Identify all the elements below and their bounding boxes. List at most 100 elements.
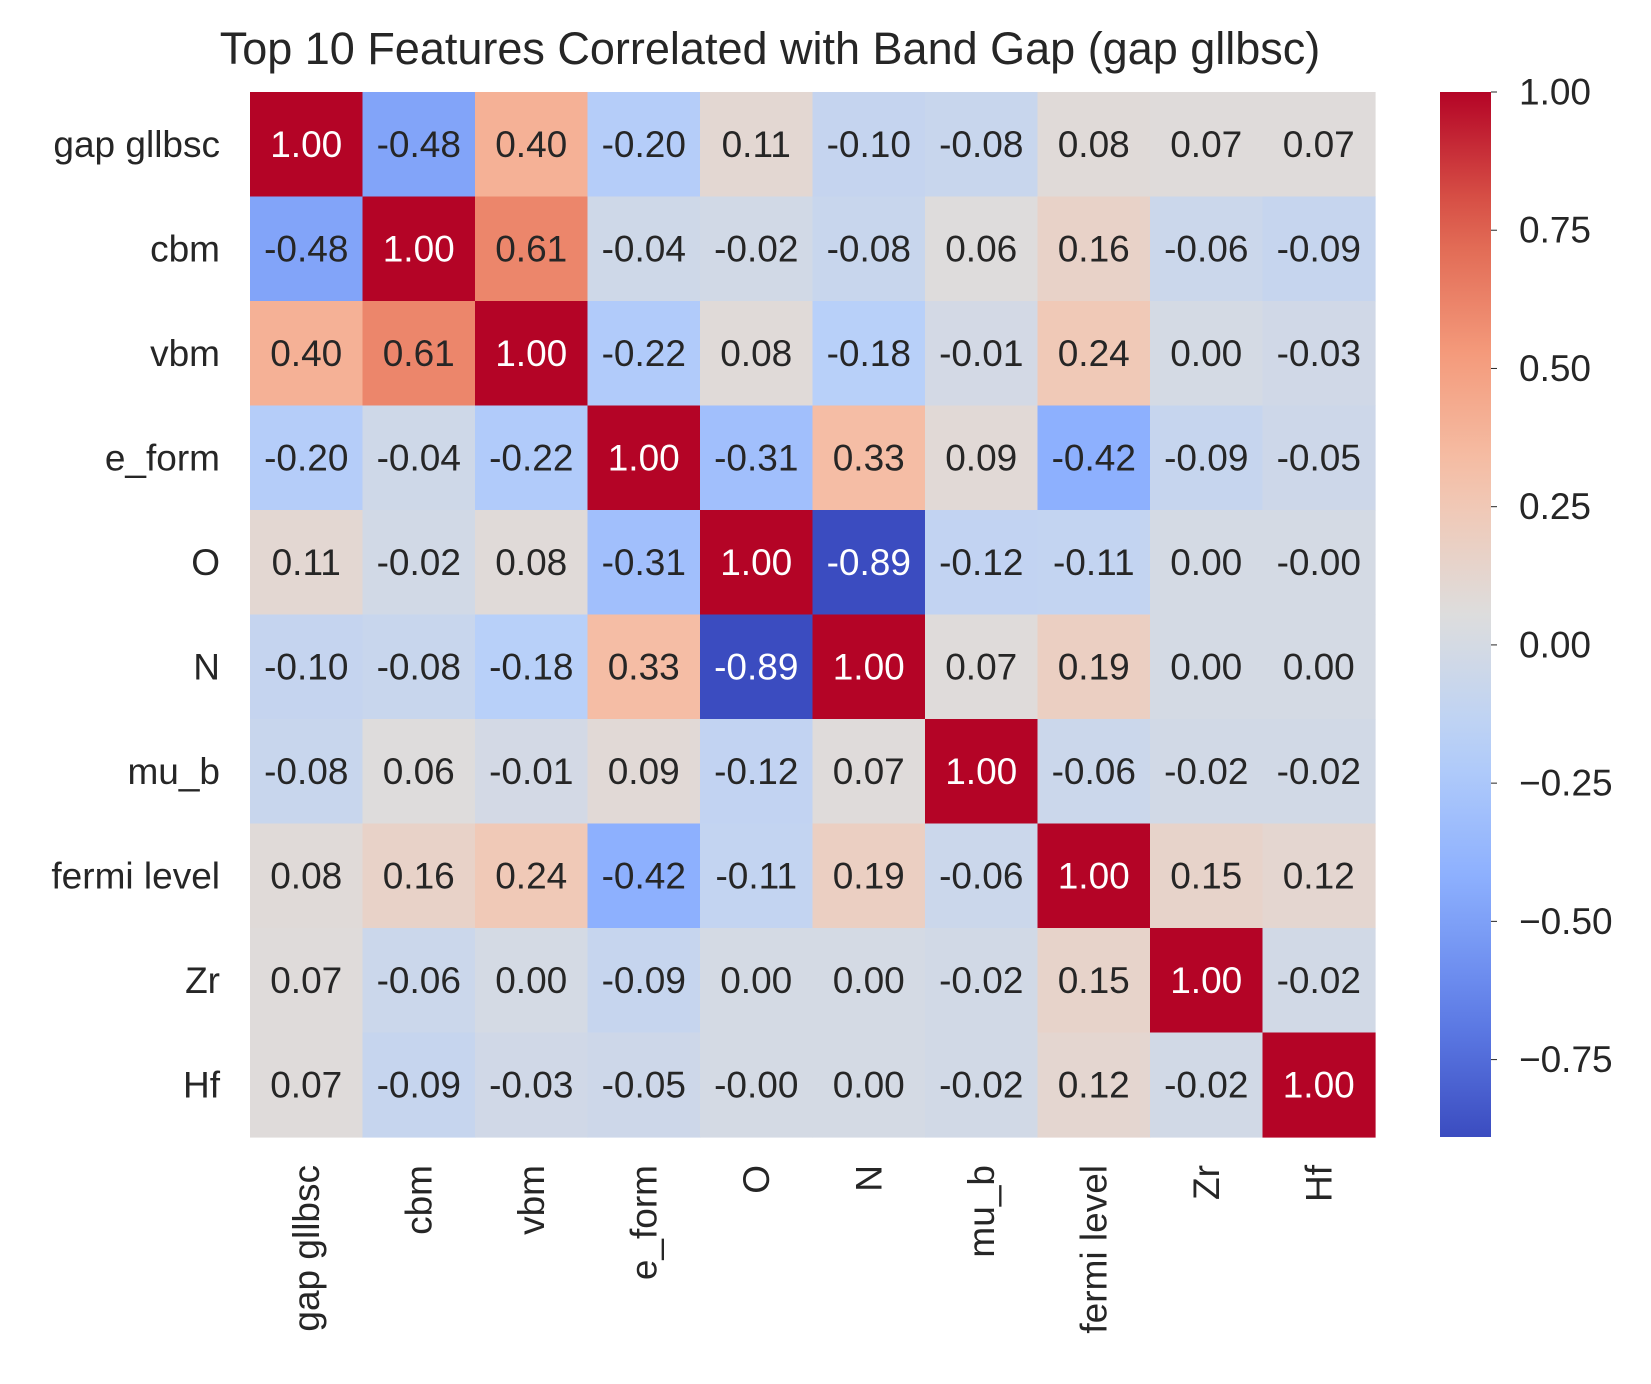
cell-value-label: 0.09 <box>945 437 1017 478</box>
colorbar-tick-label: −0.75 <box>1519 1039 1613 1080</box>
x-tick-label: cbm <box>398 1165 439 1235</box>
cell-value-label: 0.08 <box>495 542 567 583</box>
cell-value-label: 1.00 <box>720 542 792 583</box>
heatmap-cell <box>362 928 476 1034</box>
x-tick-label: gap gllbsc <box>286 1165 327 1332</box>
heatmap-cell <box>587 719 701 825</box>
heatmap-cell <box>1037 823 1151 929</box>
cell-value-label: 0.08 <box>270 855 342 896</box>
cell-value-label: -0.04 <box>377 437 461 478</box>
heatmap-cell <box>475 196 589 302</box>
y-tick-label: N <box>193 646 220 687</box>
heatmap-cell <box>1262 823 1376 929</box>
heatmap-cell <box>1037 510 1151 616</box>
heatmap-cell <box>812 928 926 1034</box>
cell-value-label: 0.19 <box>833 855 905 896</box>
heatmap-cell <box>250 719 364 825</box>
heatmap-cell <box>1150 301 1264 407</box>
cell-value-label: -0.18 <box>489 646 573 687</box>
cell-value-label: 1.00 <box>1283 1064 1355 1105</box>
cell-value-label: 0.00 <box>833 960 905 1001</box>
y-tick-label: Hf <box>183 1064 221 1105</box>
y-tick-label: fermi level <box>51 855 220 896</box>
cell-value-label: -0.11 <box>715 855 797 896</box>
cell-value-label: -0.02 <box>1277 960 1361 1001</box>
colorbar-tick-label: 0.50 <box>1519 348 1591 389</box>
cell-value-label: 0.00 <box>720 960 792 1001</box>
heatmap-cell <box>362 196 476 302</box>
cell-value-label: -0.89 <box>827 542 911 583</box>
heatmap-cell <box>1037 405 1151 511</box>
cell-value-label: -0.11 <box>1053 542 1135 583</box>
heatmap-cell <box>925 92 1039 198</box>
heatmap-cell <box>700 1032 814 1138</box>
cell-value-label: 0.07 <box>833 751 905 792</box>
x-tick-label: N <box>848 1165 889 1192</box>
cell-value-label: -0.00 <box>1277 542 1361 583</box>
cell-value-label: -0.06 <box>1052 751 1136 792</box>
cell-value-label: -0.02 <box>1277 751 1361 792</box>
cell-value-label: -0.31 <box>714 437 798 478</box>
cell-value-label: -0.42 <box>1052 437 1136 478</box>
heatmap-cell <box>812 823 926 929</box>
heatmap-cell <box>700 301 814 407</box>
cell-value-label: -0.22 <box>489 437 573 478</box>
heatmap-cell <box>250 510 364 616</box>
heatmap-cell <box>812 405 926 511</box>
cell-value-label: -0.08 <box>377 646 461 687</box>
cell-value-label: 1.00 <box>608 437 680 478</box>
heatmap-cell <box>812 510 926 616</box>
cell-value-label: 0.16 <box>1058 228 1130 269</box>
colorbar-tick-label: −0.25 <box>1519 763 1613 804</box>
cell-value-label: -0.02 <box>1164 1064 1248 1105</box>
cell-value-label: -0.06 <box>377 960 461 1001</box>
cell-value-label: 0.00 <box>1170 542 1242 583</box>
cell-value-label: 0.00 <box>1283 646 1355 687</box>
heatmap-cell <box>250 196 364 302</box>
heatmap-cell <box>475 928 589 1034</box>
heatmap-cell <box>362 823 476 929</box>
y-tick-label: cbm <box>150 228 220 269</box>
cell-value-label: 0.11 <box>722 124 791 165</box>
cell-value-label: 0.07 <box>270 1064 342 1105</box>
cell-value-label: -0.08 <box>939 124 1023 165</box>
heatmap-cell <box>1037 1032 1151 1138</box>
cell-value-label: 0.24 <box>495 855 567 896</box>
cell-value-label: -0.12 <box>714 751 798 792</box>
colorbar-tick-label: 0.00 <box>1519 624 1591 665</box>
y-tick-label: e_form <box>105 437 220 478</box>
heatmap-cell <box>925 301 1039 407</box>
heatmap-cell <box>700 405 814 511</box>
cell-value-label: 0.07 <box>1283 124 1355 165</box>
heatmap-cell <box>475 301 589 407</box>
heatmap-cell <box>362 92 476 198</box>
heatmap-cell <box>362 405 476 511</box>
heatmap-cell <box>812 92 926 198</box>
cell-value-label: -0.06 <box>939 855 1023 896</box>
heatmap-cell <box>1037 92 1151 198</box>
heatmap-cell <box>1262 510 1376 616</box>
cell-value-label: 1.00 <box>1058 855 1130 896</box>
cell-value-label: 1.00 <box>495 333 567 374</box>
cell-value-label: -0.08 <box>264 751 348 792</box>
cell-value-label: -0.09 <box>377 1064 461 1105</box>
cell-value-label: -0.03 <box>1277 333 1361 374</box>
heatmap-cell <box>1150 510 1264 616</box>
heatmap-cell <box>1037 196 1151 302</box>
cell-value-label: 0.07 <box>945 646 1017 687</box>
cell-value-label: -0.31 <box>602 542 686 583</box>
heatmap-cell <box>587 405 701 511</box>
cell-value-label: -0.20 <box>602 124 686 165</box>
heatmap-cell <box>1262 301 1376 407</box>
cell-value-label: 0.16 <box>383 855 455 896</box>
heatmap-cell <box>250 405 364 511</box>
x-tick-label: e_form <box>623 1165 664 1280</box>
cell-value-label: -0.05 <box>1277 437 1361 478</box>
y-tick-label: mu_b <box>127 751 220 792</box>
cell-value-label: 0.08 <box>1058 124 1130 165</box>
chart-title: Top 10 Features Correlated with Band Gap… <box>220 23 1321 74</box>
cell-value-label: 0.61 <box>383 333 455 374</box>
cell-value-label: 0.15 <box>1058 960 1130 1001</box>
heatmap-cell <box>362 1032 476 1138</box>
cell-value-label: -0.18 <box>827 333 911 374</box>
